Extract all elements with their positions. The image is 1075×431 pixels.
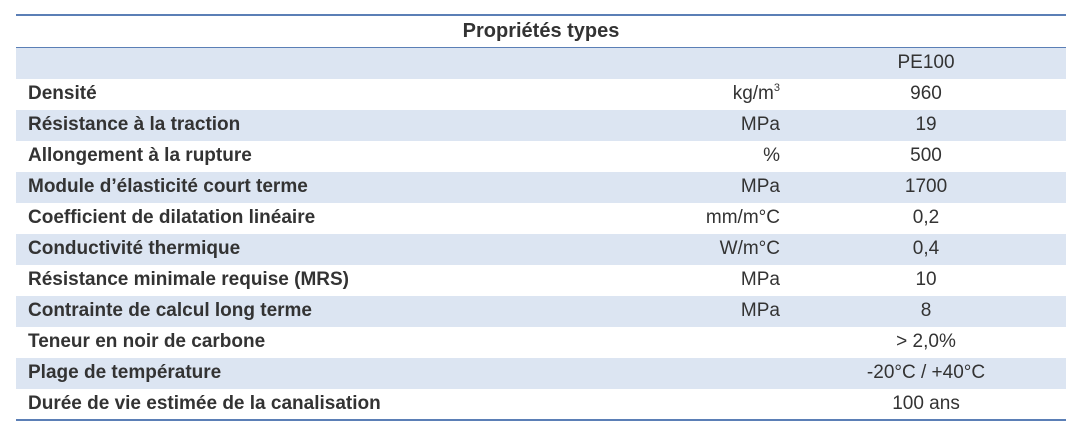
- table-row: Densité kg/m3 960: [16, 78, 1067, 110]
- unit-cell: mm/m°C: [696, 202, 786, 234]
- header-unit-cell: [696, 47, 786, 79]
- table-title-row: Propriétés types: [16, 14, 1067, 48]
- property-label: Module d’élasticité court terme: [16, 171, 696, 203]
- unit-cell: [696, 357, 786, 389]
- table-row: Teneur en noir de carbone > 2,0%: [16, 326, 1067, 358]
- value-cell: -20°C / +40°C: [786, 357, 1067, 389]
- value-cell: > 2,0%: [786, 326, 1067, 358]
- table-row: Module d’élasticité court terme MPa 1700: [16, 171, 1067, 203]
- property-label: Coefficient de dilatation linéaire: [16, 202, 696, 234]
- unit-cell: %: [696, 140, 786, 172]
- properties-table-container: Propriétés types PE100 Densité kg/m3 960…: [16, 14, 1067, 421]
- table-row: Allongement à la rupture % 500: [16, 140, 1067, 172]
- unit-base: kg/m: [732, 83, 774, 104]
- unit-cell: kg/m3: [696, 78, 786, 110]
- unit-cell: MPa: [696, 264, 786, 296]
- value-cell: 1700: [786, 171, 1067, 203]
- value-cell: 500: [786, 140, 1067, 172]
- value-cell: 0,2: [786, 202, 1067, 234]
- value-cell: 0,4: [786, 233, 1067, 265]
- unit-cell: MPa: [696, 109, 786, 141]
- property-label: Résistance minimale requise (MRS): [16, 264, 696, 296]
- material-header: PE100: [786, 47, 1067, 79]
- property-label: Conductivité thermique: [16, 233, 696, 265]
- header-row: PE100: [16, 47, 1067, 79]
- table-row: Conductivité thermique W/m°C 0,4: [16, 233, 1067, 265]
- value-cell: 8: [786, 295, 1067, 327]
- table-row: Résistance minimale requise (MRS) MPa 10: [16, 264, 1067, 296]
- property-label: Plage de température: [16, 357, 696, 389]
- unit-exponent: 3: [773, 82, 780, 94]
- unit-cell: MPa: [696, 295, 786, 327]
- value-cell: 19: [786, 109, 1067, 141]
- unit-cell: MPa: [696, 171, 786, 203]
- unit-cell: W/m°C: [696, 233, 786, 265]
- property-label: Teneur en noir de carbone: [16, 326, 696, 358]
- table-row: Résistance à la traction MPa 19: [16, 109, 1067, 141]
- property-label: Résistance à la traction: [16, 109, 696, 141]
- property-label: Allongement à la rupture: [16, 140, 696, 172]
- properties-table: Propriétés types PE100 Densité kg/m3 960…: [16, 14, 1067, 421]
- unit-cell: [696, 388, 786, 421]
- property-label: Durée de vie estimée de la canalisation: [16, 388, 696, 421]
- property-label: Densité: [16, 78, 696, 110]
- unit-cell: [696, 326, 786, 358]
- header-property-cell: [16, 47, 696, 79]
- table-row: Contrainte de calcul long terme MPa 8: [16, 295, 1067, 327]
- value-cell: 100 ans: [786, 388, 1067, 421]
- table-title: Propriétés types: [16, 14, 1067, 48]
- value-cell: 960: [786, 78, 1067, 110]
- property-label: Contrainte de calcul long terme: [16, 295, 696, 327]
- value-cell: 10: [786, 264, 1067, 296]
- table-row: Plage de température -20°C / +40°C: [16, 357, 1067, 389]
- table-row: Durée de vie estimée de la canalisation …: [16, 388, 1067, 421]
- table-row: Coefficient de dilatation linéaire mm/m°…: [16, 202, 1067, 234]
